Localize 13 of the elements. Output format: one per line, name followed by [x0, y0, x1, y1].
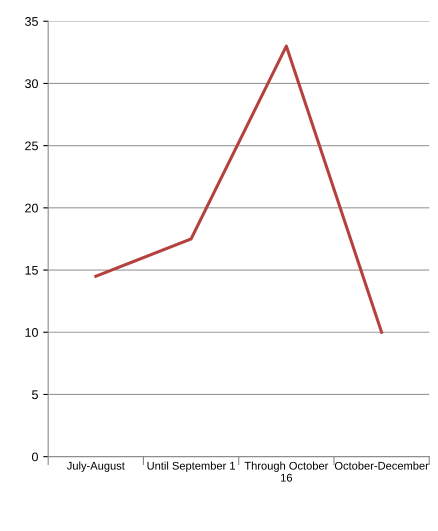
y-tick-label: 0: [32, 452, 38, 462]
x-tick-label: July-August: [66, 462, 125, 472]
y-tick-label: 35: [25, 17, 38, 26]
y-tick-label: 30: [25, 79, 38, 88]
y-tick-label: 5: [32, 390, 38, 400]
y-tick-label: 10: [26, 328, 38, 337]
y-tick-label: 25: [25, 141, 38, 150]
x-tick-label: October-December: [334, 462, 429, 470]
x-tick-label: Until September 1: [147, 462, 236, 472]
y-tick-label: 20: [25, 204, 38, 212]
y-tick-label: 15: [26, 266, 38, 275]
x-tick-label: Through October 16: [244, 462, 328, 482]
line-series: [94, 44, 384, 334]
